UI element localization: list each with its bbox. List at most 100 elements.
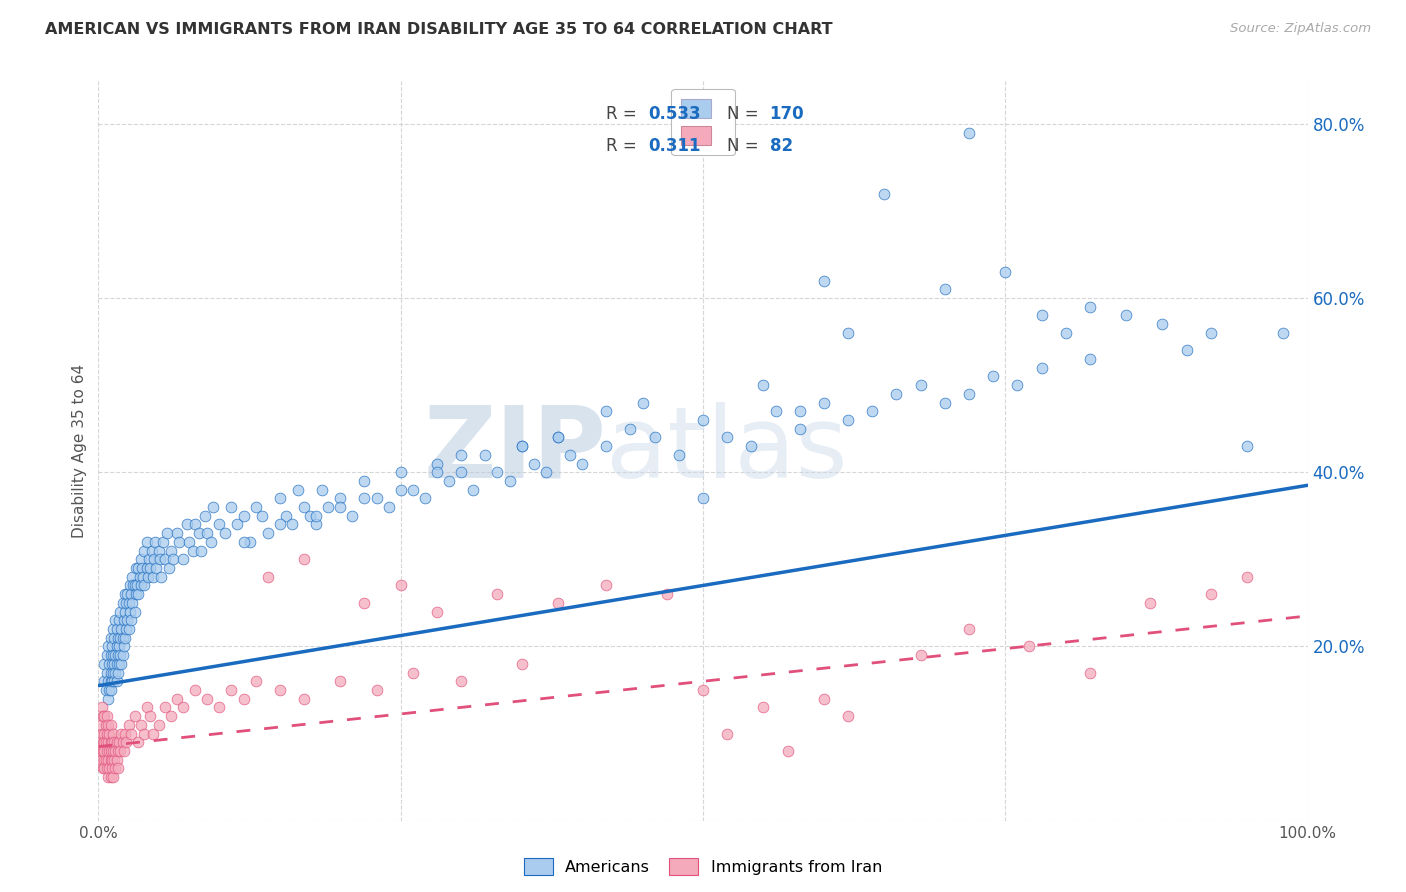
Point bbox=[118, 605, 141, 619]
Point bbox=[91, 753, 114, 767]
Point bbox=[239, 535, 262, 549]
Point bbox=[143, 552, 166, 566]
Point bbox=[200, 535, 222, 549]
Point bbox=[153, 700, 176, 714]
Point bbox=[112, 640, 135, 654]
Point bbox=[110, 726, 132, 740]
Point bbox=[329, 500, 352, 514]
Point bbox=[107, 665, 129, 680]
Point bbox=[619, 422, 641, 436]
Point bbox=[148, 543, 170, 558]
Point bbox=[111, 631, 134, 645]
Point bbox=[94, 683, 117, 698]
Text: N =: N = bbox=[727, 137, 759, 155]
Point bbox=[789, 404, 811, 418]
Point bbox=[558, 448, 581, 462]
Point bbox=[166, 691, 188, 706]
Point bbox=[117, 587, 139, 601]
Point bbox=[104, 665, 127, 680]
Point bbox=[127, 578, 149, 592]
Point bbox=[103, 753, 125, 767]
Point bbox=[121, 596, 143, 610]
Point bbox=[100, 648, 122, 662]
Point bbox=[112, 613, 135, 627]
Point bbox=[1031, 309, 1053, 323]
Point bbox=[152, 535, 174, 549]
Point bbox=[437, 474, 460, 488]
Point bbox=[110, 622, 132, 636]
Point bbox=[1007, 378, 1029, 392]
Point bbox=[162, 552, 184, 566]
Text: atlas: atlas bbox=[606, 402, 848, 499]
Point bbox=[837, 326, 859, 340]
Point bbox=[1054, 326, 1077, 340]
Y-axis label: Disability Age 35 to 64: Disability Age 35 to 64 bbox=[72, 363, 87, 538]
Point bbox=[127, 587, 149, 601]
Point bbox=[114, 587, 136, 601]
Point bbox=[97, 691, 120, 706]
Point bbox=[776, 744, 799, 758]
Point bbox=[108, 648, 131, 662]
Point bbox=[873, 186, 896, 201]
Point bbox=[98, 761, 121, 775]
Point bbox=[595, 439, 617, 453]
Point bbox=[813, 395, 835, 409]
Text: N =: N = bbox=[727, 105, 759, 123]
Point bbox=[957, 387, 980, 401]
Point bbox=[100, 683, 122, 698]
Point bbox=[644, 430, 666, 444]
Point bbox=[134, 726, 156, 740]
Point bbox=[108, 613, 131, 627]
Point bbox=[981, 369, 1004, 384]
Point bbox=[547, 596, 569, 610]
Text: R =: R = bbox=[606, 137, 637, 155]
Point bbox=[837, 413, 859, 427]
Point bbox=[1078, 351, 1101, 366]
Point bbox=[96, 665, 118, 680]
Point bbox=[172, 700, 194, 714]
Point bbox=[105, 753, 128, 767]
Point bbox=[129, 718, 152, 732]
Point bbox=[145, 561, 167, 575]
Point bbox=[184, 517, 207, 532]
Point bbox=[316, 500, 339, 514]
Point bbox=[329, 491, 352, 506]
Point bbox=[160, 709, 183, 723]
Point bbox=[115, 622, 138, 636]
Point bbox=[114, 605, 136, 619]
Point bbox=[595, 578, 617, 592]
Point bbox=[1272, 326, 1295, 340]
Point bbox=[195, 691, 218, 706]
Point bbox=[127, 561, 149, 575]
Point bbox=[104, 744, 127, 758]
Point bbox=[90, 718, 112, 732]
Point bbox=[125, 561, 148, 575]
Point bbox=[190, 543, 212, 558]
Point bbox=[135, 535, 157, 549]
Point bbox=[118, 718, 141, 732]
Point bbox=[94, 718, 117, 732]
Point bbox=[129, 578, 152, 592]
Point bbox=[97, 770, 120, 784]
Point bbox=[118, 622, 141, 636]
Point bbox=[813, 691, 835, 706]
Point bbox=[125, 587, 148, 601]
Point bbox=[910, 648, 932, 662]
Point bbox=[100, 770, 122, 784]
Point bbox=[107, 761, 129, 775]
Point bbox=[91, 709, 114, 723]
Point bbox=[134, 543, 156, 558]
Point bbox=[139, 709, 162, 723]
Point bbox=[281, 517, 304, 532]
Point bbox=[94, 735, 117, 749]
Point bbox=[1199, 326, 1222, 340]
Point bbox=[101, 648, 124, 662]
Point bbox=[389, 578, 412, 592]
Point bbox=[104, 761, 127, 775]
Point bbox=[353, 474, 375, 488]
Point bbox=[100, 718, 122, 732]
Point bbox=[91, 744, 114, 758]
Point bbox=[1031, 360, 1053, 375]
Point bbox=[510, 439, 533, 453]
Point bbox=[214, 526, 236, 541]
